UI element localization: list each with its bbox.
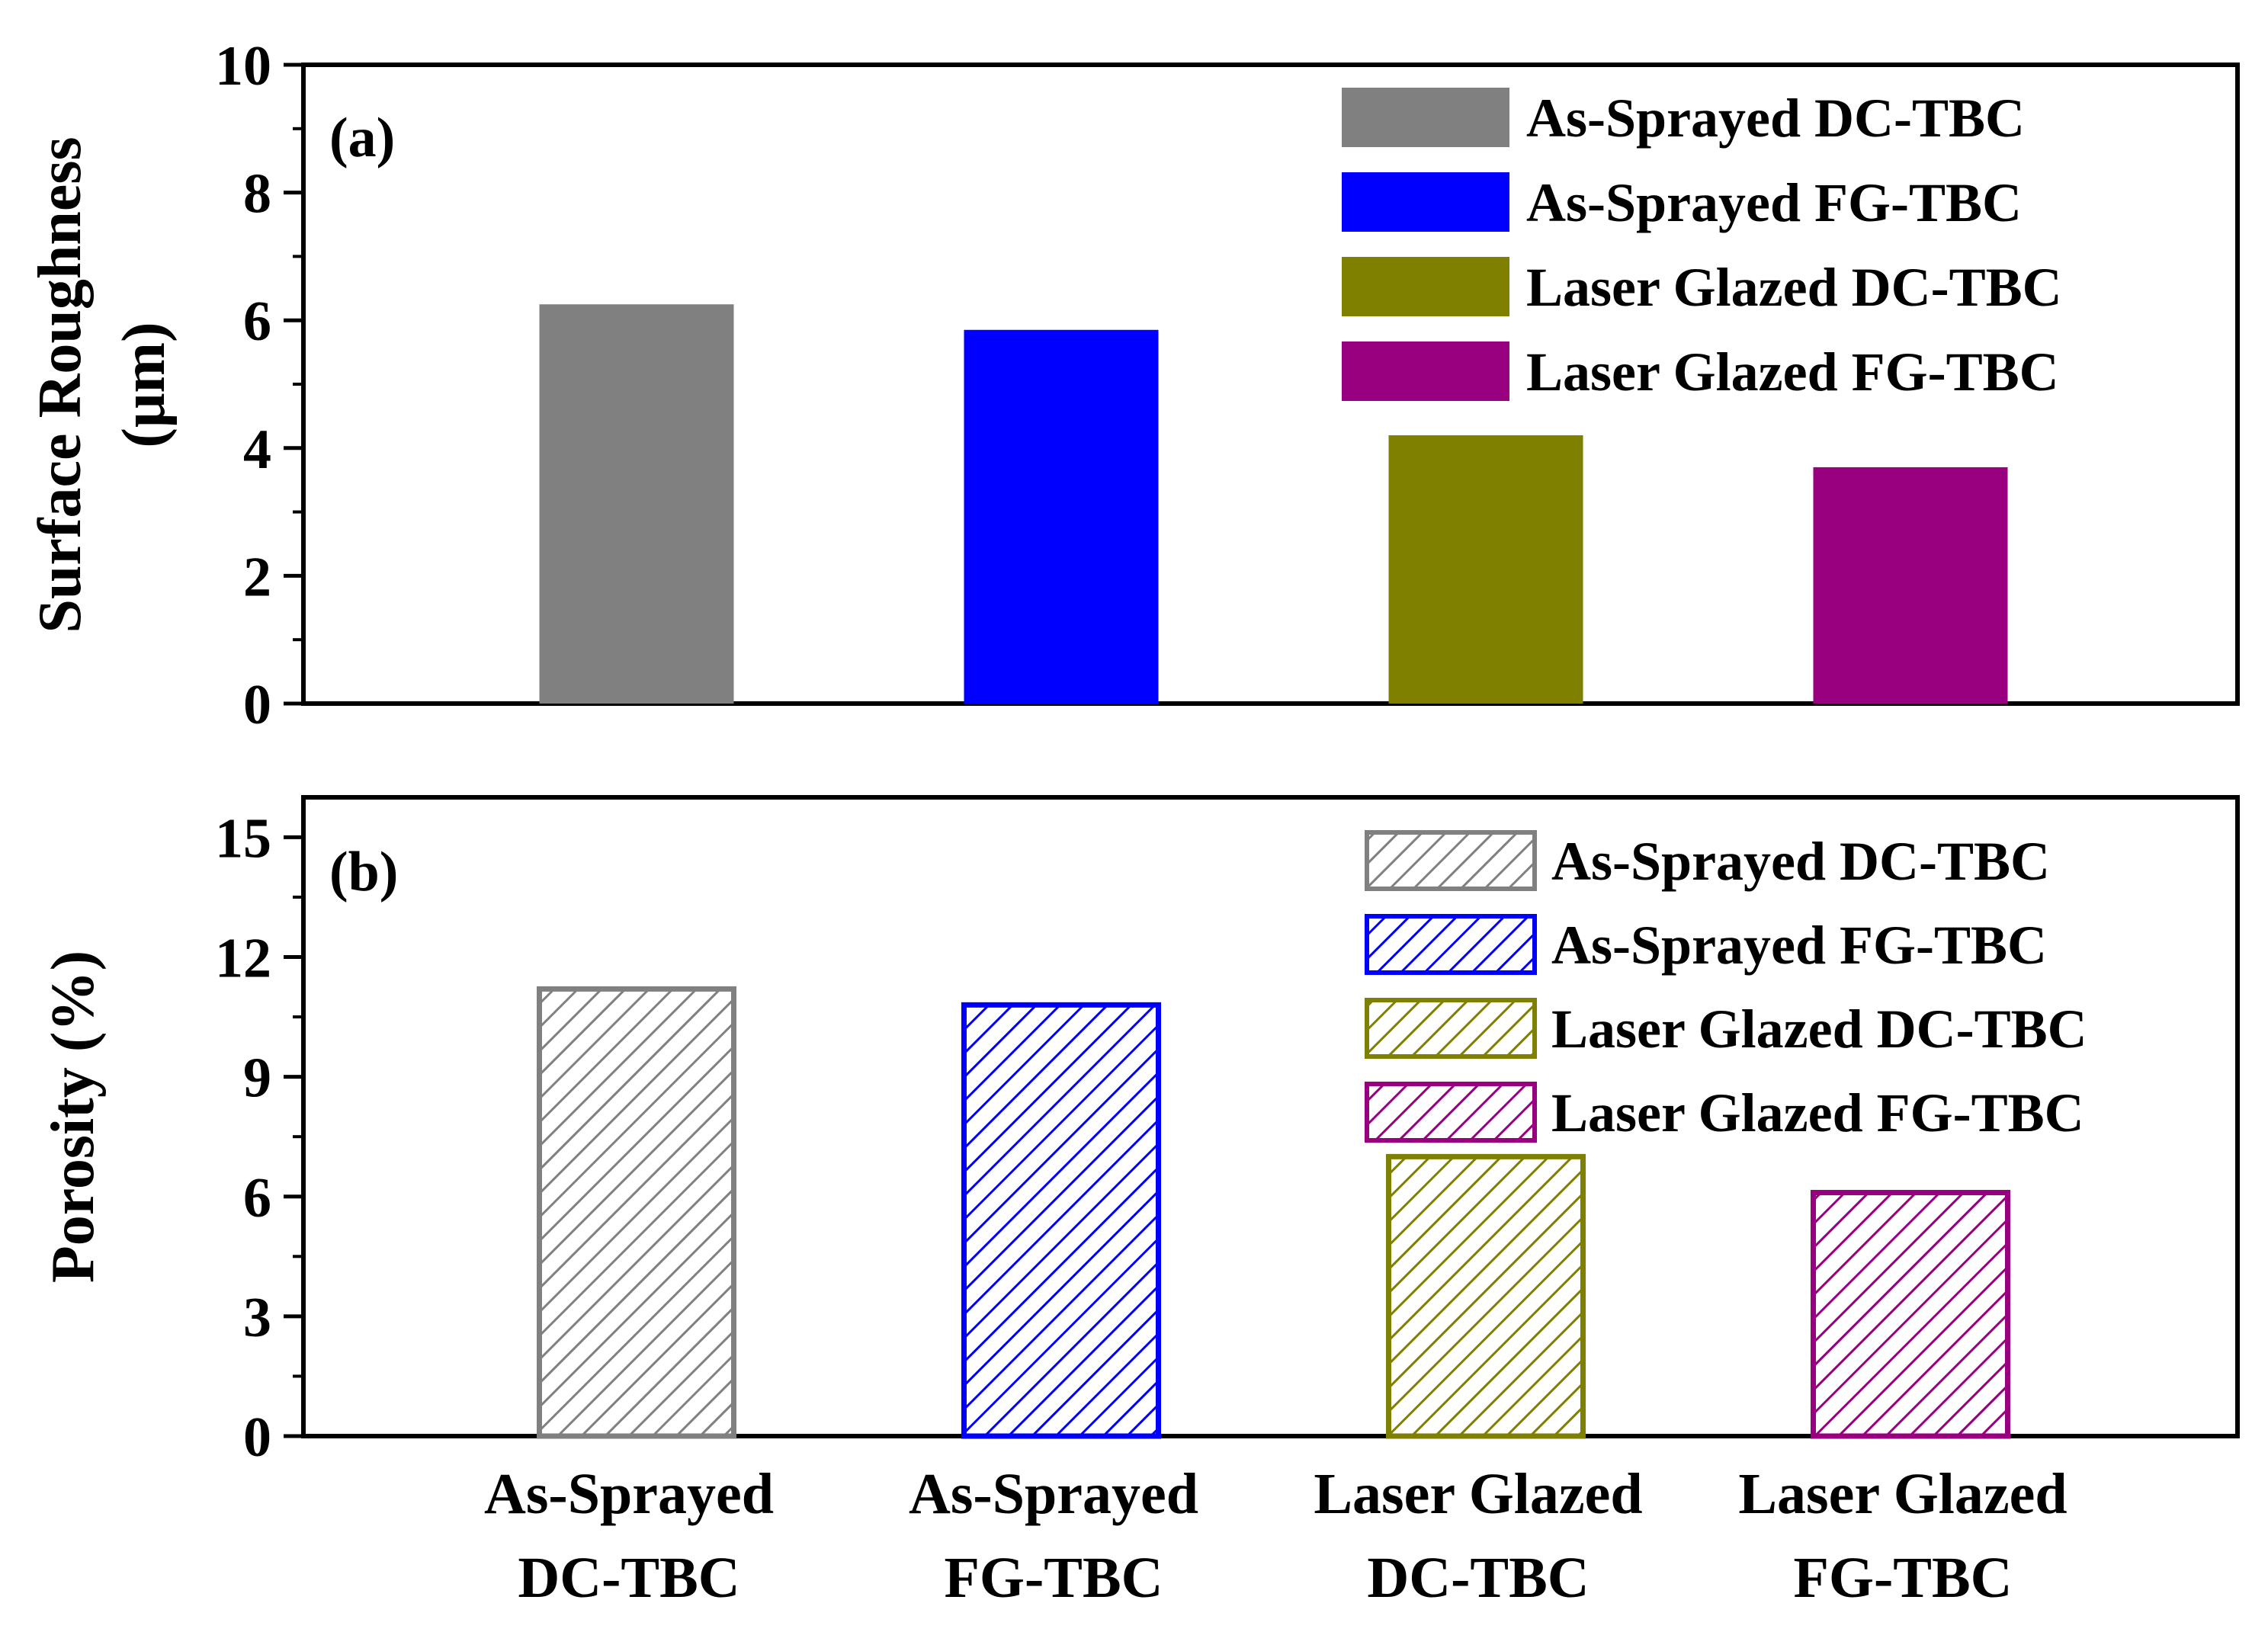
legend-swatch	[1342, 172, 1509, 232]
bar-3	[1388, 435, 1583, 704]
panel-label-b: (b)	[329, 841, 398, 903]
legend-swatch	[1342, 88, 1509, 147]
legend-b: As-Sprayed DC-TBC As-Sprayed FG-TBC Laser …	[1365, 830, 2087, 1143]
legend-label: As-Sprayed FG-TBC	[1526, 172, 2022, 233]
y-axis-title-b: Porosity (%)	[40, 951, 107, 1283]
legend-label: Laser Glazed DC-TBC	[1526, 257, 2062, 318]
x-tick-label: FG-TBC	[944, 1546, 1163, 1610]
x-tick-label: As-Sprayed	[909, 1462, 1198, 1526]
x-axis-b: As-Sprayed DC-TBC As-Sprayed FG-TBC Laser Gl…	[484, 1462, 2068, 1610]
legend-label: Laser Glazed FG-TBC	[1551, 1082, 2084, 1143]
y-axis-title-a-line2: (μm)	[111, 322, 178, 447]
y-tick-label: 6	[243, 1167, 271, 1230]
y-tick-label: 6	[243, 290, 271, 353]
panel-label-a: (a)	[329, 107, 395, 169]
x-tick-label: Laser Glazed	[1314, 1462, 1642, 1526]
legend-label: Laser Glazed DC-TBC	[1551, 999, 2087, 1060]
y-tick-label: 4	[243, 418, 271, 481]
bar-2	[961, 1002, 1161, 1439]
y-tick-label: 15	[215, 807, 271, 870]
panel-b: 0 3 6 9 12 15 (b) Porosity (%) As-Sprayed DC-…	[40, 795, 2240, 1610]
x-tick-label: FG-TBC	[1793, 1546, 2012, 1610]
bar-4	[1813, 467, 2008, 704]
y-axis-a: 0 2 4 6 8 10	[215, 35, 303, 736]
legend-label: As-Sprayed DC-TBC	[1526, 88, 2025, 149]
bar-1	[537, 986, 736, 1439]
y-tick-label: 9	[243, 1047, 271, 1110]
bar-2	[964, 329, 1159, 704]
y-tick-label: 3	[243, 1287, 271, 1349]
bar-1	[539, 304, 734, 704]
y-tick-label: 0	[243, 1406, 271, 1469]
plot-area-b	[301, 795, 2240, 1438]
legend-a: As-Sprayed DC-TBC As-Sprayed FG-TBC Laser …	[1342, 88, 2062, 402]
legend-label: As-Sprayed DC-TBC	[1551, 831, 2050, 892]
y-tick-label: 0	[243, 674, 271, 736]
y-tick-label: 2	[243, 546, 271, 608]
legend-label: Laser Glazed FG-TBC	[1526, 341, 2059, 402]
y-tick-label: 10	[215, 35, 271, 98]
legend-swatch	[1342, 341, 1509, 401]
legend-swatch	[1365, 830, 1537, 891]
panel-a: 0 2 4 6 8 10 (a) Surface Roughness (μm) As-Sp…	[27, 35, 2240, 736]
bar-3	[1386, 1153, 1586, 1439]
legend-swatch	[1342, 257, 1509, 316]
bars-b	[537, 986, 2010, 1439]
bar-4	[1811, 1190, 2010, 1439]
y-axis-b: 0 3 6 9 12 15	[215, 807, 303, 1469]
x-tick-label: DC-TBC	[518, 1546, 739, 1610]
legend-swatch	[1365, 914, 1537, 975]
x-tick-label: DC-TBC	[1367, 1546, 1589, 1610]
y-tick-label: 8	[243, 163, 271, 226]
bars-a	[539, 304, 2008, 704]
legend-swatch	[1365, 1082, 1537, 1143]
x-tick-label: As-Sprayed	[484, 1462, 774, 1526]
y-tick-label: 12	[215, 928, 271, 990]
legend-swatch	[1365, 998, 1537, 1059]
x-tick-label: Laser Glazed	[1738, 1462, 2067, 1526]
legend-label: As-Sprayed FG-TBC	[1551, 915, 2047, 976]
y-axis-title-a-line1: Surface Roughness	[27, 136, 94, 633]
